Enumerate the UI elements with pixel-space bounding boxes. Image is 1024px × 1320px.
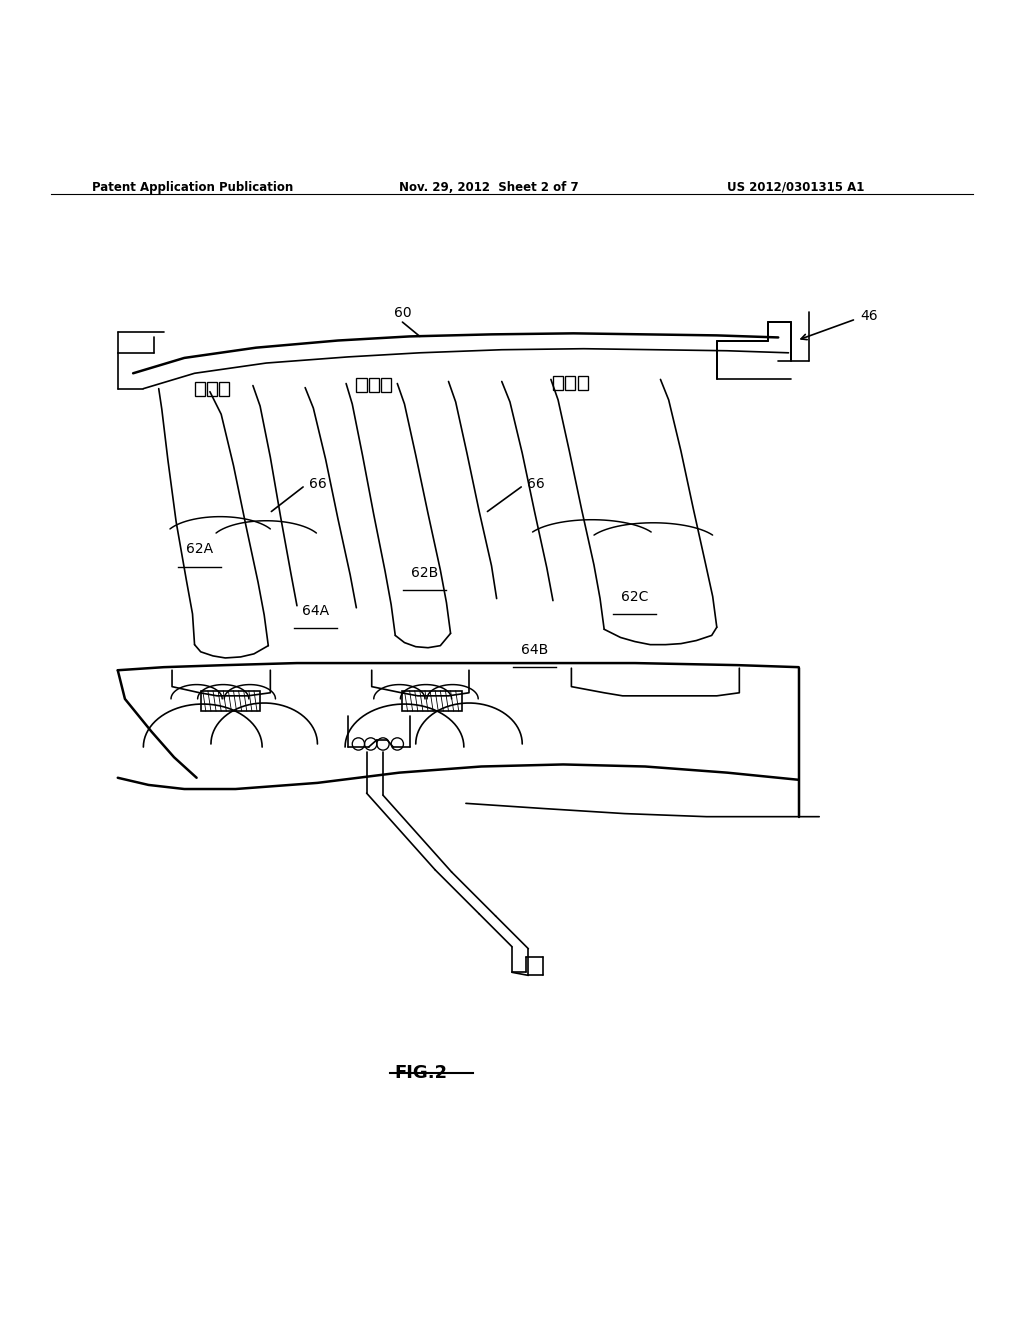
- Text: US 2012/0301315 A1: US 2012/0301315 A1: [727, 181, 864, 194]
- Bar: [369, 379, 379, 392]
- Bar: [565, 376, 575, 389]
- Text: 62A: 62A: [186, 543, 213, 557]
- Text: Nov. 29, 2012  Sheet 2 of 7: Nov. 29, 2012 Sheet 2 of 7: [399, 181, 579, 194]
- Bar: [195, 383, 205, 396]
- Bar: [402, 690, 462, 711]
- Bar: [207, 383, 217, 396]
- Bar: [578, 376, 588, 389]
- Text: FIG.2: FIG.2: [394, 1064, 447, 1082]
- Text: 46: 46: [860, 309, 878, 323]
- Text: 64A: 64A: [302, 603, 329, 618]
- Text: 62B: 62B: [412, 566, 438, 579]
- Bar: [201, 690, 260, 711]
- Text: 66: 66: [308, 477, 327, 491]
- Text: 60: 60: [394, 306, 412, 319]
- Bar: [219, 383, 229, 396]
- Bar: [356, 379, 367, 392]
- Text: 66: 66: [526, 477, 545, 491]
- Bar: [381, 379, 391, 392]
- Text: 64B: 64B: [521, 643, 548, 657]
- Bar: [553, 376, 563, 389]
- Text: Patent Application Publication: Patent Application Publication: [92, 181, 294, 194]
- Text: 62C: 62C: [622, 590, 648, 603]
